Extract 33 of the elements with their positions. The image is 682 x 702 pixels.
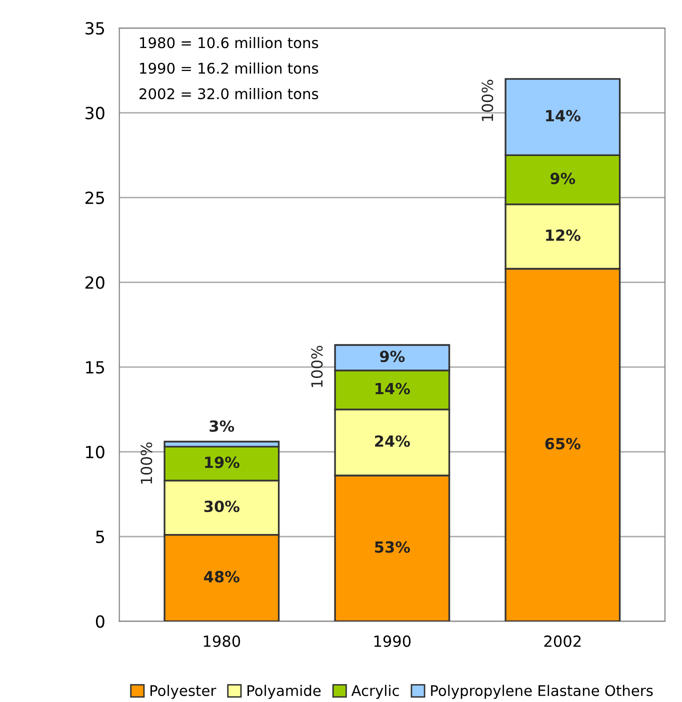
annotation: 1990 = 16.2 million tons — [140, 62, 318, 74]
annotation: 1980 = 10.6 million tons — [140, 36, 318, 48]
annotation: 48% — [204, 570, 240, 582]
annotation: 100% — [140, 442, 152, 484]
annotation: 100% — [482, 80, 494, 121]
annotation: 9% — [550, 172, 576, 184]
annotation: 9% — [380, 350, 405, 362]
legend-label: Acrylic — [351, 684, 399, 699]
y-tick-label: 25 — [85, 192, 104, 204]
legend-label: Polyamide — [248, 684, 321, 699]
annotation: 12% — [546, 229, 580, 241]
annotation: 53% — [375, 541, 410, 553]
annotation: 65% — [545, 438, 580, 450]
y-tick-label: 20 — [85, 276, 104, 289]
annotation: 2002 = 32.0 million tons — [140, 88, 318, 100]
annotation: 30% — [204, 500, 240, 512]
annotation: 3% — [210, 420, 234, 432]
y-tick-label: 35 — [86, 22, 104, 35]
y-tick-label: 5 — [96, 530, 104, 544]
x-tick-label: 2002 — [544, 635, 581, 647]
y-tick-label: 0 — [96, 615, 104, 628]
y-tick-label: 15 — [86, 361, 104, 374]
y-tick-label: 30 — [86, 106, 104, 120]
annotation: 14% — [376, 382, 410, 394]
annotation: 24% — [375, 435, 410, 447]
annotation: 100% — [311, 346, 323, 388]
y-tick-label: 10 — [86, 446, 104, 458]
annotation: 19% — [205, 456, 240, 468]
legend-label: Polyester — [150, 684, 216, 699]
x-tick-label: 1990 — [374, 635, 411, 647]
annotation: 14% — [546, 110, 580, 122]
legend-label: Polypropylene Elastane Others — [431, 684, 653, 699]
x-tick-label: 1980 — [204, 635, 240, 647]
